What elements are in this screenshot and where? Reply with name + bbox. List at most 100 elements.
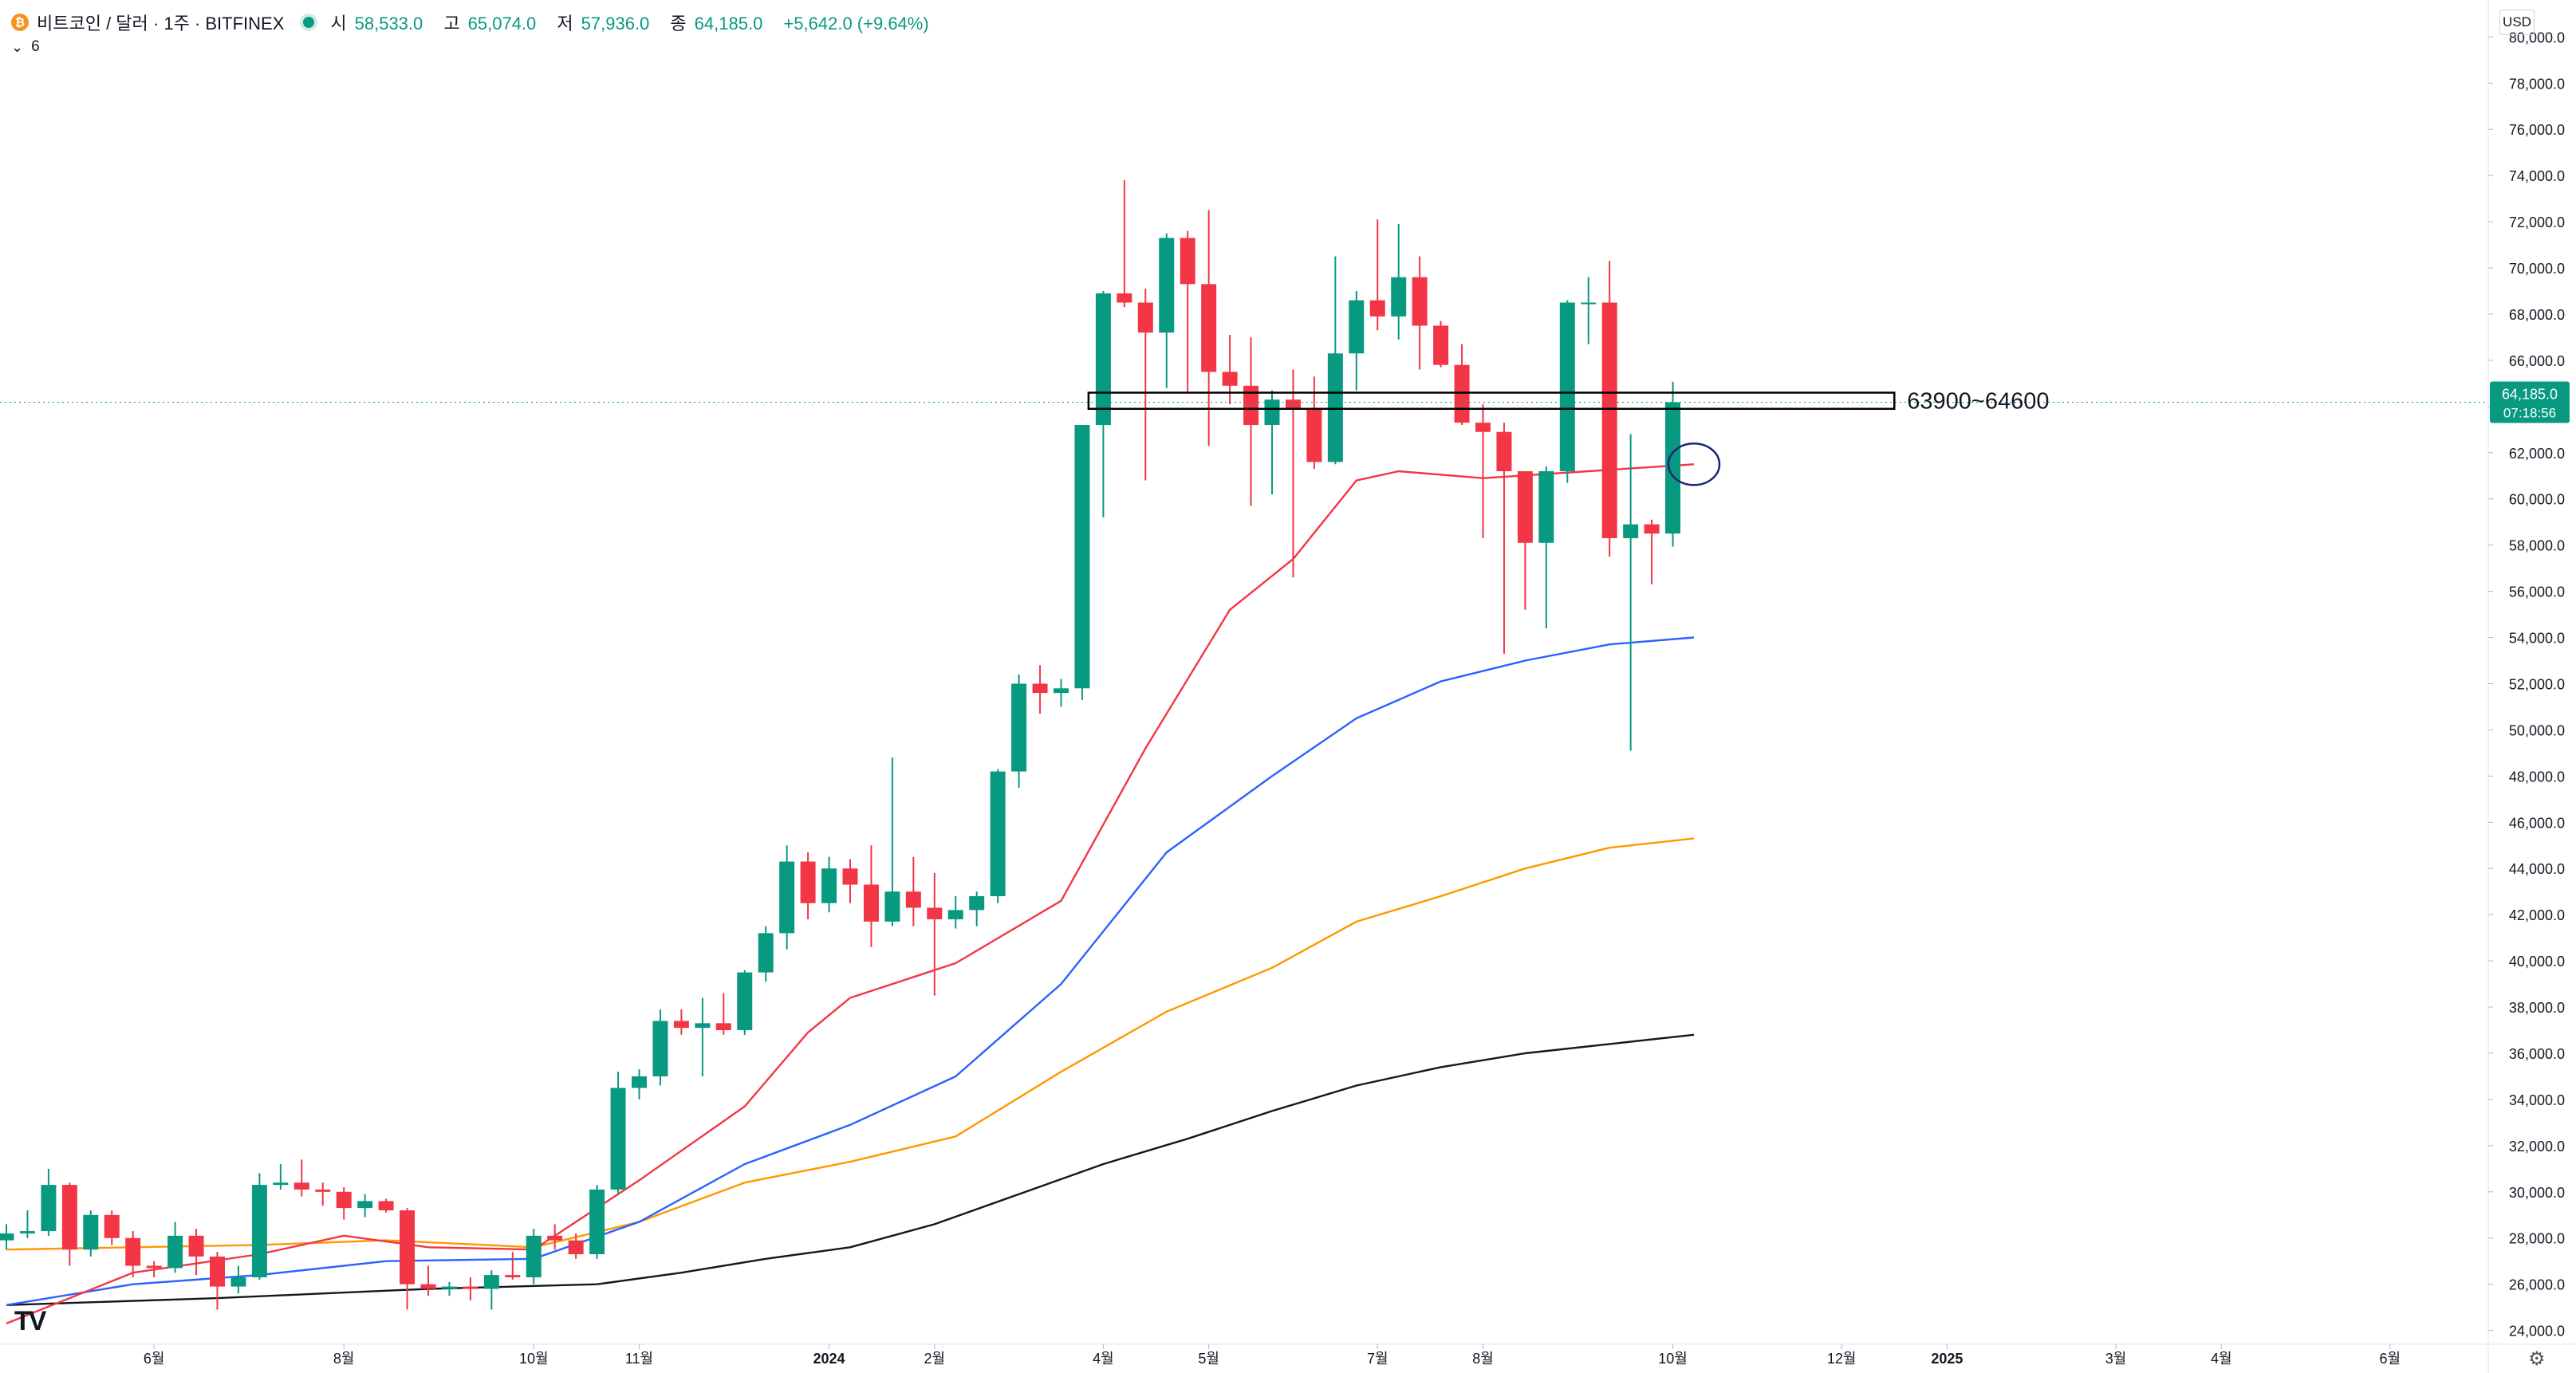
candle-body xyxy=(1581,302,1597,305)
price-axis[interactable]: 24,000.0 26,000.0 28,000.0 30,000.0 32,000.0… xyxy=(2487,0,2570,1373)
y-tick-label: 62,000.0 xyxy=(2509,446,2565,462)
y-tick-label: 74,000.0 xyxy=(2509,168,2565,184)
x-tick-label: 4월 xyxy=(1093,1351,1114,1367)
candle-body xyxy=(251,1185,267,1277)
candle-body xyxy=(1243,385,1259,426)
candle-body xyxy=(737,972,753,1031)
ema-fast-line xyxy=(6,463,1695,1325)
indicator-count: 6 xyxy=(31,38,40,55)
y-tick-label: 44,000.0 xyxy=(2509,861,2565,877)
y-tick-label: 70,000.0 xyxy=(2509,261,2565,277)
market-status-icon xyxy=(303,17,315,28)
candle-body xyxy=(969,896,985,911)
open-value: 58,533.0 xyxy=(354,14,423,33)
candle-body xyxy=(1117,293,1132,303)
ema-lines xyxy=(6,463,1695,1325)
candle-body xyxy=(526,1235,542,1277)
ohlc-values: 시 58,533.0 고 65,074.0 저 57,936.0 종 64,185.0 … xyxy=(330,10,936,35)
x-tick-label: 12월 xyxy=(1827,1351,1857,1367)
zone-box xyxy=(1087,391,1896,411)
candle-body xyxy=(842,868,858,885)
y-tick-label: 40,000.0 xyxy=(2509,954,2565,970)
x-tick-label: 8월 xyxy=(333,1351,355,1367)
y-tick-label: 68,000.0 xyxy=(2509,307,2565,323)
ema-long-line xyxy=(6,1033,1695,1306)
close-label: 종 xyxy=(670,14,687,33)
high-value: 65,074.0 xyxy=(467,14,537,33)
chevron-down-icon: ⌄ xyxy=(11,38,24,55)
circle-marker xyxy=(1667,443,1721,486)
candle-body xyxy=(715,1023,731,1031)
candle-body xyxy=(83,1214,99,1250)
candle-body xyxy=(1538,470,1554,543)
candle-body xyxy=(61,1185,77,1250)
candle-body xyxy=(41,1185,57,1232)
x-tick-label: 2025 xyxy=(1931,1351,1963,1367)
candle-body xyxy=(1285,399,1301,409)
candle-body xyxy=(1159,238,1175,333)
candle-body xyxy=(695,1023,711,1029)
open-label: 시 xyxy=(330,14,347,33)
y-tick-label: 50,000.0 xyxy=(2509,722,2565,738)
candle-body xyxy=(927,907,943,919)
candle-body xyxy=(1011,683,1027,772)
x-tick-label: 10월 xyxy=(519,1351,549,1367)
indicators-toggle[interactable]: ⌄ 6 xyxy=(11,38,40,56)
currency-button[interactable]: USD xyxy=(2499,10,2535,35)
candle-body xyxy=(1349,300,1365,354)
y-tick-label: 30,000.0 xyxy=(2509,1185,2565,1201)
bitcoin-icon: ₿ xyxy=(11,14,29,31)
y-tick-label: 42,000.0 xyxy=(2509,907,2565,923)
candle-body xyxy=(1623,524,1639,538)
candle-body xyxy=(463,1286,479,1289)
candle-body xyxy=(1137,302,1153,333)
y-tick-label: 46,000.0 xyxy=(2509,815,2565,831)
time-axis[interactable]: 6월 8월 10월 11월 2024 2월 4월 5월 7월 8월 10월 12월 2025 3월 4월 6월 xyxy=(0,1343,2576,1367)
x-tick-label: 4월 xyxy=(2211,1351,2232,1367)
candle-body xyxy=(420,1284,436,1289)
y-tick-label: 60,000.0 xyxy=(2509,492,2565,508)
annotations: 63900~64600 xyxy=(0,389,2488,486)
candle-body xyxy=(1327,353,1343,462)
x-tick-label: 2월 xyxy=(924,1351,946,1367)
candle-body xyxy=(230,1277,246,1287)
x-tick-label: 8월 xyxy=(1472,1351,1494,1367)
candle-body xyxy=(1559,302,1575,471)
y-tick-label: 78,000.0 xyxy=(2509,76,2565,92)
gear-icon[interactable]: ⚙ xyxy=(2528,1348,2546,1370)
candle-body xyxy=(1517,470,1533,543)
candle-body xyxy=(905,891,921,908)
y-tick-label: 54,000.0 xyxy=(2509,631,2565,647)
candle-body xyxy=(125,1237,141,1266)
y-tick-label: 72,000.0 xyxy=(2509,214,2565,230)
candle-body xyxy=(1496,431,1512,471)
y-tick-label: 24,000.0 xyxy=(2509,1324,2565,1340)
candle-body xyxy=(758,933,774,973)
last-price-badge xyxy=(2490,381,2570,423)
candles xyxy=(0,179,1681,1310)
y-tick-label: 34,000.0 xyxy=(2509,1092,2565,1108)
y-tick-label: 76,000.0 xyxy=(2509,122,2565,138)
close-value: 64,185.0 xyxy=(694,14,763,33)
y-tick-label: 66,000.0 xyxy=(2509,353,2565,369)
y-tick-label: 48,000.0 xyxy=(2509,769,2565,785)
last-price-label: 64,185.0 xyxy=(2502,386,2558,402)
candle-body xyxy=(293,1182,309,1190)
x-tick-label: 6월 xyxy=(2380,1351,2401,1367)
candle-body xyxy=(990,771,1006,896)
x-tick-label: 10월 xyxy=(1658,1351,1688,1367)
candle-body xyxy=(19,1231,35,1233)
candle-body xyxy=(441,1286,457,1289)
candle-body xyxy=(315,1189,331,1192)
y-tick-label: 36,000.0 xyxy=(2509,1046,2565,1062)
y-tick-label: 58,000.0 xyxy=(2509,538,2565,554)
candle-body xyxy=(1601,302,1617,538)
high-label: 고 xyxy=(443,14,460,33)
ema-slow-line xyxy=(6,837,1695,1251)
symbol-title[interactable]: 비트코인 / 달러 · 1주 · BITFINEX xyxy=(37,14,285,33)
candle-body xyxy=(357,1201,373,1209)
candle-body xyxy=(1054,688,1069,694)
candle-body xyxy=(547,1235,563,1241)
